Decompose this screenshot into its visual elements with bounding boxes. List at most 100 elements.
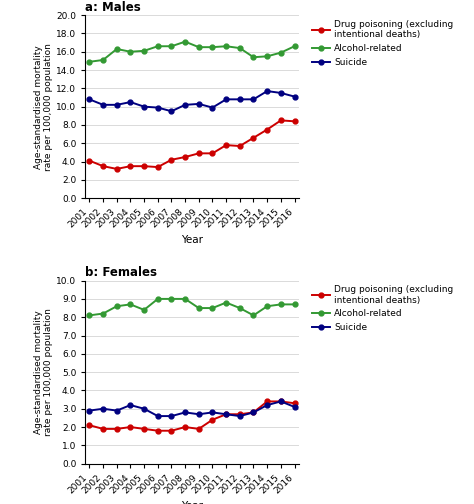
- Drug poisoning (excluding
intentional deaths): [196, 426, 201, 432]
- Alcohol-related: [169, 43, 174, 49]
- Alcohol-related: [87, 59, 92, 65]
- Alcohol-related: [223, 299, 229, 305]
- Suicide: [182, 102, 188, 108]
- Drug poisoning (excluding
intentional deaths): [210, 417, 215, 423]
- X-axis label: Year: Year: [181, 235, 203, 245]
- Suicide: [114, 408, 119, 414]
- Alcohol-related: [264, 303, 270, 309]
- Legend: Drug poisoning (excluding
intentional deaths), Alcohol-related, Suicide: Drug poisoning (excluding intentional de…: [312, 285, 454, 333]
- Line: Suicide: Suicide: [87, 89, 297, 114]
- Suicide: [196, 101, 201, 107]
- Alcohol-related: [141, 48, 147, 54]
- Suicide: [210, 104, 215, 110]
- Alcohol-related: [182, 39, 188, 45]
- Drug poisoning (excluding
intentional deaths): [182, 154, 188, 160]
- Line: Alcohol-related: Alcohol-related: [87, 296, 297, 318]
- Legend: Drug poisoning (excluding
intentional deaths), Alcohol-related, Suicide: Drug poisoning (excluding intentional de…: [312, 20, 454, 67]
- Alcohol-related: [100, 310, 106, 317]
- Drug poisoning (excluding
intentional deaths): [141, 163, 147, 169]
- Line: Suicide: Suicide: [87, 399, 297, 418]
- Alcohol-related: [196, 305, 201, 311]
- Alcohol-related: [182, 296, 188, 302]
- Alcohol-related: [155, 296, 161, 302]
- Alcohol-related: [114, 303, 119, 309]
- Suicide: [114, 102, 119, 108]
- Alcohol-related: [251, 54, 256, 60]
- Suicide: [196, 411, 201, 417]
- Drug poisoning (excluding
intentional deaths): [87, 422, 92, 428]
- Suicide: [100, 102, 106, 108]
- Drug poisoning (excluding
intentional deaths): [196, 150, 201, 156]
- Alcohol-related: [141, 307, 147, 313]
- Alcohol-related: [155, 43, 161, 49]
- Alcohol-related: [292, 301, 297, 307]
- Suicide: [237, 413, 243, 419]
- Line: Alcohol-related: Alcohol-related: [87, 39, 297, 64]
- Y-axis label: Age-standardised mortality
rate per 100,000 population: Age-standardised mortality rate per 100,…: [34, 308, 54, 436]
- Alcohol-related: [210, 305, 215, 311]
- Alcohol-related: [292, 43, 297, 49]
- Drug poisoning (excluding
intentional deaths): [169, 428, 174, 434]
- Line: Drug poisoning (excluding
intentional deaths): Drug poisoning (excluding intentional de…: [87, 399, 297, 433]
- Alcohol-related: [237, 305, 243, 311]
- X-axis label: Year: Year: [181, 501, 203, 504]
- Drug poisoning (excluding
intentional deaths): [223, 142, 229, 148]
- Line: Drug poisoning (excluding
intentional deaths): Drug poisoning (excluding intentional de…: [87, 118, 297, 171]
- Suicide: [223, 96, 229, 102]
- Drug poisoning (excluding
intentional deaths): [237, 143, 243, 149]
- Suicide: [169, 108, 174, 114]
- Drug poisoning (excluding
intentional deaths): [223, 411, 229, 417]
- Suicide: [210, 409, 215, 415]
- Suicide: [278, 398, 284, 404]
- Drug poisoning (excluding
intentional deaths): [251, 409, 256, 415]
- Suicide: [292, 94, 297, 100]
- Suicide: [87, 408, 92, 414]
- Drug poisoning (excluding
intentional deaths): [100, 426, 106, 432]
- Alcohol-related: [169, 296, 174, 302]
- Suicide: [155, 104, 161, 110]
- Suicide: [251, 409, 256, 415]
- Drug poisoning (excluding
intentional deaths): [210, 150, 215, 156]
- Y-axis label: Age-standardised mortality
rate per 100,000 population: Age-standardised mortality rate per 100,…: [34, 43, 54, 170]
- Drug poisoning (excluding
intentional deaths): [114, 426, 119, 432]
- Drug poisoning (excluding
intentional deaths): [264, 398, 270, 404]
- Alcohol-related: [128, 301, 133, 307]
- Drug poisoning (excluding
intentional deaths): [100, 163, 106, 169]
- Alcohol-related: [223, 43, 229, 49]
- Suicide: [264, 88, 270, 94]
- Drug poisoning (excluding
intentional deaths): [155, 428, 161, 434]
- Alcohol-related: [264, 53, 270, 59]
- Suicide: [87, 96, 92, 102]
- Suicide: [128, 402, 133, 408]
- Suicide: [264, 402, 270, 408]
- Suicide: [237, 96, 243, 102]
- Alcohol-related: [278, 49, 284, 55]
- Drug poisoning (excluding
intentional deaths): [264, 127, 270, 133]
- Alcohol-related: [114, 46, 119, 52]
- Drug poisoning (excluding
intentional deaths): [128, 163, 133, 169]
- Text: b: Females: b: Females: [85, 267, 157, 279]
- Drug poisoning (excluding
intentional deaths): [292, 118, 297, 124]
- Drug poisoning (excluding
intentional deaths): [237, 411, 243, 417]
- Suicide: [223, 411, 229, 417]
- Drug poisoning (excluding
intentional deaths): [141, 426, 147, 432]
- Drug poisoning (excluding
intentional deaths): [182, 424, 188, 430]
- Alcohol-related: [251, 312, 256, 319]
- Drug poisoning (excluding
intentional deaths): [128, 424, 133, 430]
- Alcohol-related: [100, 57, 106, 63]
- Drug poisoning (excluding
intentional deaths): [278, 117, 284, 123]
- Drug poisoning (excluding
intentional deaths): [251, 135, 256, 141]
- Suicide: [100, 406, 106, 412]
- Alcohol-related: [237, 45, 243, 51]
- Suicide: [182, 409, 188, 415]
- Suicide: [141, 104, 147, 110]
- Suicide: [169, 413, 174, 419]
- Drug poisoning (excluding
intentional deaths): [169, 157, 174, 163]
- Alcohol-related: [196, 44, 201, 50]
- Drug poisoning (excluding
intentional deaths): [278, 398, 284, 404]
- Drug poisoning (excluding
intentional deaths): [155, 164, 161, 170]
- Suicide: [155, 413, 161, 419]
- Text: a: Males: a: Males: [85, 1, 141, 14]
- Suicide: [251, 96, 256, 102]
- Drug poisoning (excluding
intentional deaths): [87, 158, 92, 164]
